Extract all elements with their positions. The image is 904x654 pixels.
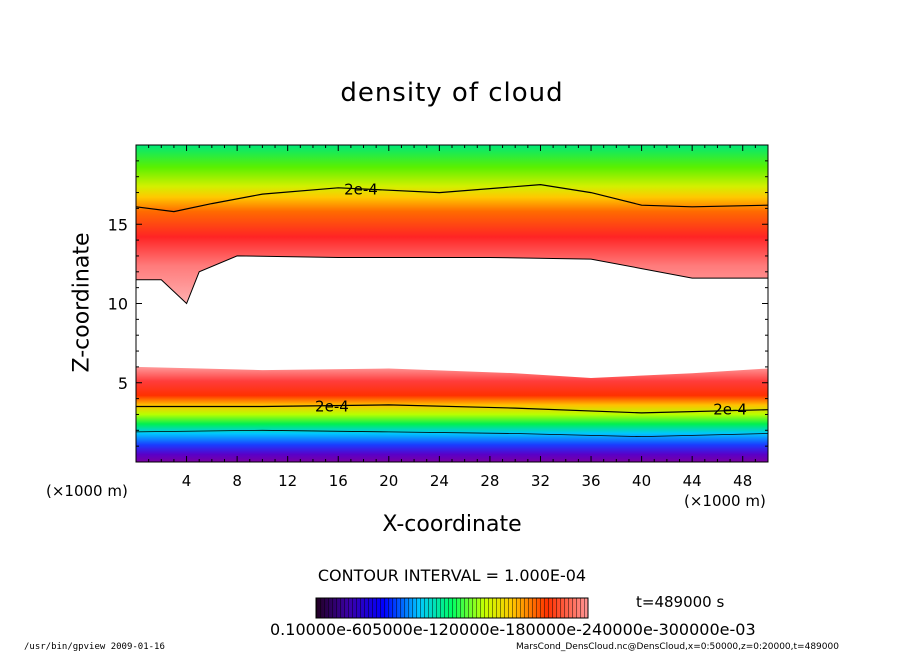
- x-tick-label: 44: [683, 472, 702, 490]
- contour-line-lower-secondary: [136, 429, 768, 438]
- colorbar-tick-labels: 0.10000e-605000e-120000e-180000e-240000e…: [270, 620, 756, 639]
- upper-cloud-layer: [136, 145, 768, 304]
- colorbar-stripes: [316, 598, 588, 618]
- time-label: t=489000 s: [636, 593, 725, 611]
- contour-label-lower-right: 2e-4: [713, 401, 747, 419]
- contour-label-lower-left: 2e-4: [315, 398, 349, 416]
- x-tick-label: 4: [182, 472, 192, 490]
- y-tick-label: 15: [108, 215, 128, 234]
- contour-interval-label: CONTOUR INTERVAL = 1.000E-04: [317, 566, 587, 585]
- footer-right: MarsCond_DensCloud.nc@DensCloud,x=0:5000…: [516, 642, 839, 652]
- x-tick-label: 8: [232, 472, 242, 490]
- lower-cloud-layer: [136, 366, 768, 462]
- x-tick-label: 36: [581, 472, 600, 490]
- x-tick-label: 48: [733, 472, 752, 490]
- x-tick-label: 32: [531, 472, 550, 490]
- x-tick-label: 12: [278, 472, 297, 490]
- x-tick-label: 28: [480, 472, 499, 490]
- x-tick-label: 40: [632, 472, 651, 490]
- y-tick-label: 5: [118, 374, 128, 393]
- x-unit-label-right: (×1000 m): [684, 492, 766, 510]
- x-axis-label: X-coordinate: [382, 512, 522, 537]
- contour-line-upper-edge: [136, 255, 768, 305]
- contour-label-upper: 2e-4: [344, 180, 378, 198]
- x-tick-label: 20: [379, 472, 398, 490]
- x-unit-label-left: (×1000 m): [46, 482, 128, 500]
- y-tick-label: 10: [108, 295, 128, 314]
- contour-line-upper-2e-4: [136, 183, 768, 213]
- y-axis-label: Z-coordinate: [69, 232, 95, 373]
- contour-line-lower-2e-4: [136, 404, 768, 414]
- x-tick-label: 24: [430, 472, 449, 490]
- x-tick-label: 16: [329, 472, 348, 490]
- chart-title: density of cloud: [340, 78, 564, 108]
- footer-left: /usr/bin/gpview 2009-01-16: [24, 642, 165, 652]
